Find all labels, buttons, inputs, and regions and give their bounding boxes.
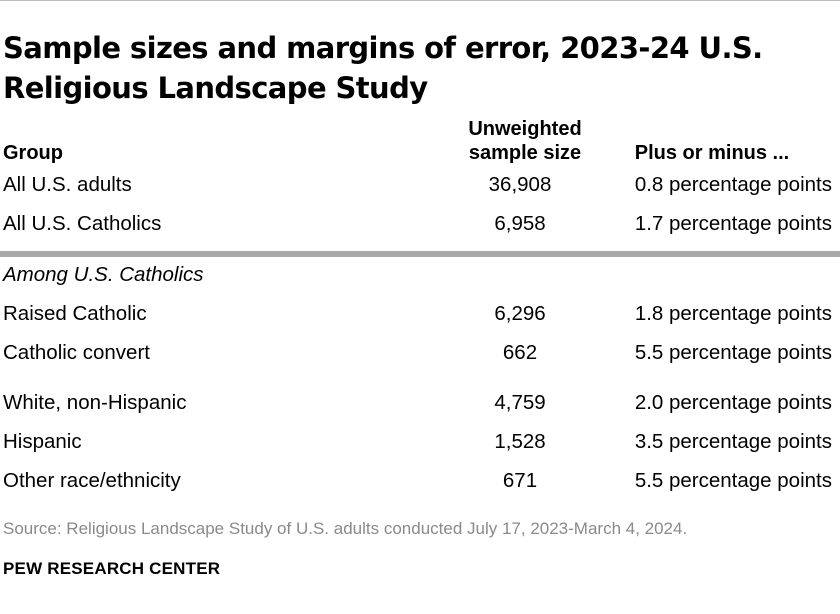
- row-sample-size: 662: [502, 341, 538, 364]
- section-label: Among U.S. Catholics: [3, 263, 204, 286]
- row-sample-size: 6,296: [494, 302, 546, 325]
- row-group: Other race/ethnicity: [3, 469, 181, 492]
- source-note: Source: Religious Landscape Study of U.S…: [3, 519, 688, 538]
- table-row: Raised Catholic 6,296 1.8 percentage poi…: [0, 300, 840, 328]
- row-sample-size: 671: [502, 469, 538, 492]
- header-sample-size: Unweighted sample size: [455, 117, 595, 165]
- brand-footer: PEW RESEARCH CENTER: [3, 559, 221, 578]
- row-group: All U.S. Catholics: [3, 212, 162, 235]
- section-divider: [0, 251, 840, 257]
- row-margin-of-error: 2.0 percentage points: [634, 391, 832, 414]
- table-row: Catholic convert 662 5.5 percentage poin…: [0, 339, 840, 367]
- table-row: Hispanic 1,528 3.5 percentage points: [0, 428, 840, 456]
- row-margin-of-error: 3.5 percentage points: [634, 430, 832, 453]
- row-group: Hispanic: [3, 430, 82, 453]
- row-sample-size: 6,958: [494, 212, 546, 235]
- row-margin-of-error: 5.5 percentage points: [634, 469, 832, 492]
- row-sample-size: 36,908: [488, 173, 552, 196]
- row-margin-of-error: 0.8 percentage points: [634, 173, 832, 196]
- row-sample-size: 4,759: [494, 391, 546, 414]
- row-group: White, non-Hispanic: [3, 391, 187, 414]
- row-group: All U.S. adults: [3, 173, 132, 196]
- row-margin-of-error: 1.8 percentage points: [634, 302, 832, 325]
- row-group: Catholic convert: [3, 341, 150, 364]
- header-plus-minus: Plus or minus ...: [634, 142, 790, 164]
- header-sample-line2: sample size: [468, 142, 582, 164]
- table-row: All U.S. adults 36,908 0.8 percentage po…: [0, 171, 840, 199]
- table-row: All U.S. Catholics 6,958 1.7 percentage …: [0, 210, 840, 238]
- header-group: Group: [3, 142, 63, 164]
- table-row: Other race/ethnicity 671 5.5 percentage …: [0, 467, 840, 495]
- table-title: Sample sizes and margins of error, 2023-…: [3, 31, 763, 105]
- row-sample-size: 1,528: [494, 430, 546, 453]
- row-group: Raised Catholic: [3, 302, 147, 325]
- top-divider: [0, 0, 840, 1]
- table-row: White, non-Hispanic 4,759 2.0 percentage…: [0, 389, 840, 417]
- header-sample-line1: Unweighted: [468, 118, 582, 140]
- row-margin-of-error: 5.5 percentage points: [634, 341, 832, 364]
- row-margin-of-error: 1.7 percentage points: [634, 212, 832, 235]
